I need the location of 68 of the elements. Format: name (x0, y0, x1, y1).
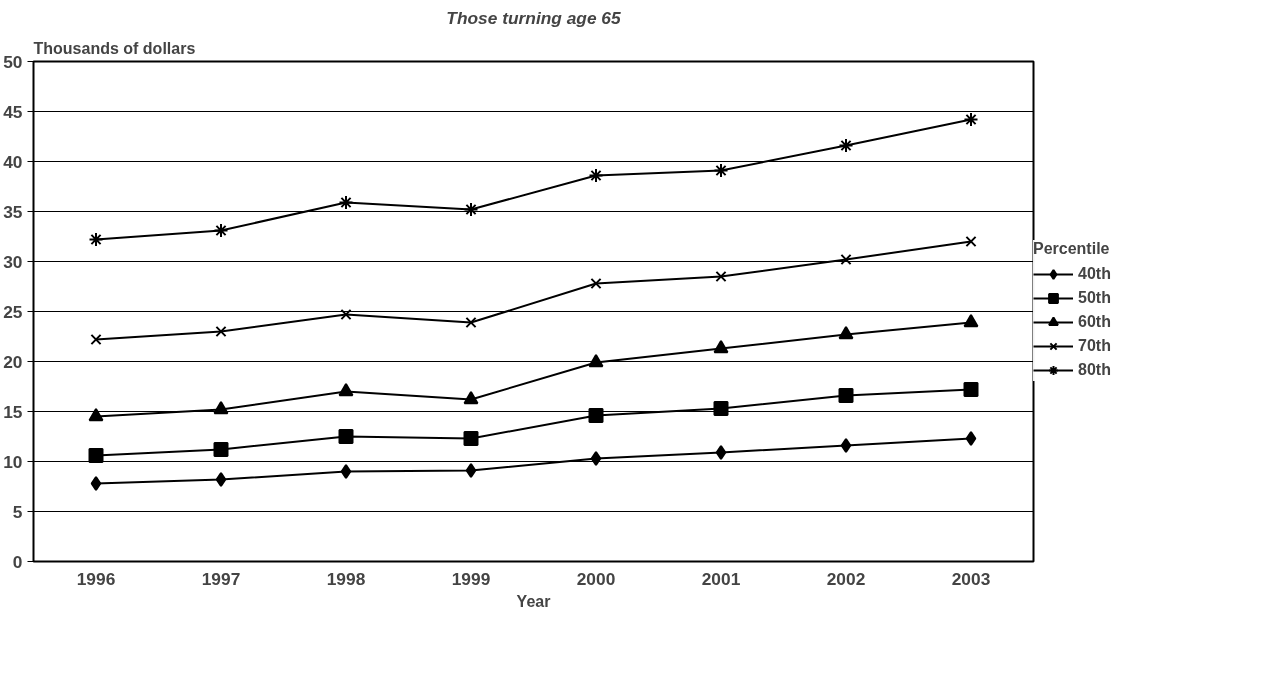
legend-label: 80th (1078, 361, 1111, 379)
point (963, 112, 979, 127)
y-tick-label: 50 (3, 51, 23, 72)
point (88, 407, 104, 422)
y-tick-label: 45 (3, 101, 23, 122)
point (840, 253, 852, 266)
point (213, 442, 229, 457)
x-axis-title: Year (516, 592, 551, 610)
point (463, 390, 479, 405)
y-tick-label: 5 (12, 501, 23, 522)
point (90, 333, 102, 346)
x-tick-label: 2002 (826, 568, 866, 589)
point (88, 232, 104, 247)
point (340, 464, 352, 479)
point (838, 388, 854, 403)
legend-title: Percentile (1033, 240, 1111, 258)
point (713, 163, 729, 178)
point (465, 463, 477, 478)
point (340, 308, 352, 321)
point (840, 438, 852, 453)
point (590, 277, 602, 290)
point (715, 445, 727, 460)
x-tick-label: 1997 (201, 568, 241, 589)
point (213, 223, 229, 238)
point (463, 202, 479, 217)
legend-label: 40th (1078, 265, 1111, 283)
point (838, 138, 854, 153)
point (90, 476, 102, 491)
legend-label: 60th (1078, 313, 1111, 331)
y-tick-label: 0 (12, 551, 23, 572)
legend-label: 70th (1078, 337, 1111, 355)
point (713, 339, 729, 354)
point (588, 168, 604, 183)
y-tick-label: 10 (3, 451, 23, 472)
point (215, 472, 227, 487)
point (713, 401, 729, 416)
point (88, 448, 104, 463)
point (965, 235, 977, 248)
y-axis-title: Thousands of dollars (33, 39, 196, 57)
point (215, 325, 227, 338)
chart-title: Those turning age 65 (446, 7, 621, 28)
point (588, 353, 604, 368)
point (715, 270, 727, 283)
point (963, 313, 979, 328)
x-tick-label: 1998 (326, 568, 366, 589)
legend-label: 50th (1078, 289, 1111, 307)
y-tick-label: 35 (3, 201, 23, 222)
point (338, 429, 354, 444)
y-tick-label: 25 (3, 301, 23, 322)
y-tick-label: 20 (3, 351, 23, 372)
point (213, 400, 229, 415)
x-tick-label: 1999 (451, 568, 491, 589)
y-tick-label: 30 (3, 251, 23, 272)
y-tick-label: 40 (3, 151, 23, 172)
point (965, 431, 977, 446)
point (338, 195, 354, 210)
point (838, 325, 854, 340)
point (963, 382, 979, 397)
point (588, 408, 604, 423)
x-tick-label: 2003 (951, 568, 991, 589)
point (590, 451, 602, 466)
point (463, 431, 479, 446)
x-tick-label: 2001 (701, 568, 741, 589)
x-tick-label: 2000 (576, 568, 616, 589)
point (338, 382, 354, 397)
x-tick-label: 1996 (76, 568, 116, 589)
y-tick-label: 15 (3, 401, 23, 422)
point (465, 316, 477, 329)
